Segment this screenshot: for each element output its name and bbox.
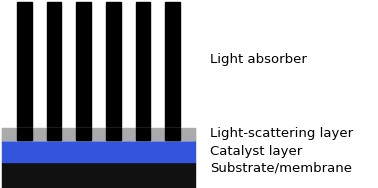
Bar: [2, 128, 195, 140]
Text: Catalyst layer: Catalyst layer: [210, 145, 302, 158]
Bar: [17, 128, 32, 140]
Bar: [2, 162, 195, 188]
Text: Light-scattering layer: Light-scattering layer: [210, 127, 353, 140]
Bar: [2, 128, 195, 140]
Bar: [165, 128, 180, 140]
Text: Substrate/membrane: Substrate/membrane: [210, 161, 352, 174]
Bar: [76, 128, 91, 140]
Bar: [46, 2, 61, 140]
Bar: [46, 128, 61, 140]
Bar: [136, 128, 150, 140]
Bar: [106, 128, 121, 140]
Bar: [136, 2, 150, 140]
Bar: [2, 140, 195, 162]
Bar: [76, 2, 91, 140]
Bar: [165, 2, 180, 140]
Bar: [106, 2, 121, 140]
Text: Light absorber: Light absorber: [210, 54, 307, 67]
Bar: [2, 2, 195, 140]
Bar: [17, 2, 32, 140]
